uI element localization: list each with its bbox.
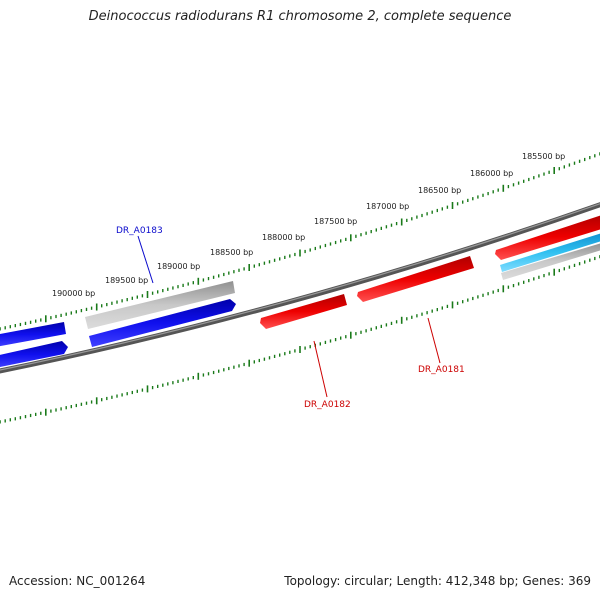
gene-arrow-right-red[interactable] bbox=[495, 214, 600, 260]
gene-arrow-dr-a0182[interactable] bbox=[260, 294, 347, 329]
gene-label-dr-a0183[interactable]: DR_A0183 bbox=[116, 226, 163, 236]
gene-arrow-left-upper[interactable] bbox=[0, 322, 66, 347]
gene-label-dr-a0181[interactable]: DR_A0181 bbox=[418, 365, 465, 375]
topology-summary: Topology: circular; Length: 412,348 bp; … bbox=[284, 574, 591, 588]
ruler-label: 185500 bp bbox=[522, 152, 565, 161]
ruler-labels: 190000 bp 189500 bp 189000 bp 188500 bp … bbox=[52, 152, 565, 298]
lower-ruler-ticks bbox=[0, 255, 600, 424]
gene-arrow-dr-a0181[interactable] bbox=[357, 256, 474, 302]
ruler-label: 190000 bp bbox=[52, 289, 95, 298]
ruler-label: 187500 bp bbox=[314, 217, 357, 226]
ruler-label: 188000 bp bbox=[262, 233, 305, 242]
ruler-label: 187000 bp bbox=[366, 202, 409, 211]
map-title: Deinococcus radiodurans R1 chromosome 2,… bbox=[88, 9, 512, 24]
accession-text: Accession: NC_001264 bbox=[9, 574, 146, 588]
gene-label-dr-a0182[interactable]: DR_A0182 bbox=[304, 400, 351, 410]
leader-line-dr-a0181 bbox=[427, 317, 441, 364]
ruler-label: 186000 bp bbox=[470, 169, 513, 178]
gene-arrow-dr-a0183[interactable] bbox=[89, 299, 236, 347]
gene-feature-grey-right[interactable] bbox=[501, 242, 600, 280]
gene-feature-cyan[interactable] bbox=[500, 232, 600, 272]
ruler-label: 189500 bp bbox=[105, 276, 148, 285]
ruler-label: 188500 bp bbox=[210, 248, 253, 257]
leader-line-dr-a0182 bbox=[313, 340, 328, 398]
chromosome-backbone bbox=[0, 202, 600, 374]
ruler-label: 189000 bp bbox=[157, 262, 200, 271]
ruler-label: 186500 bp bbox=[418, 186, 461, 195]
upper-ruler-ticks bbox=[0, 152, 600, 331]
gene-feature-grey[interactable] bbox=[85, 281, 235, 329]
leader-line-dr-a0183 bbox=[137, 235, 154, 284]
gene-arrow-left-lower[interactable] bbox=[0, 341, 68, 368]
